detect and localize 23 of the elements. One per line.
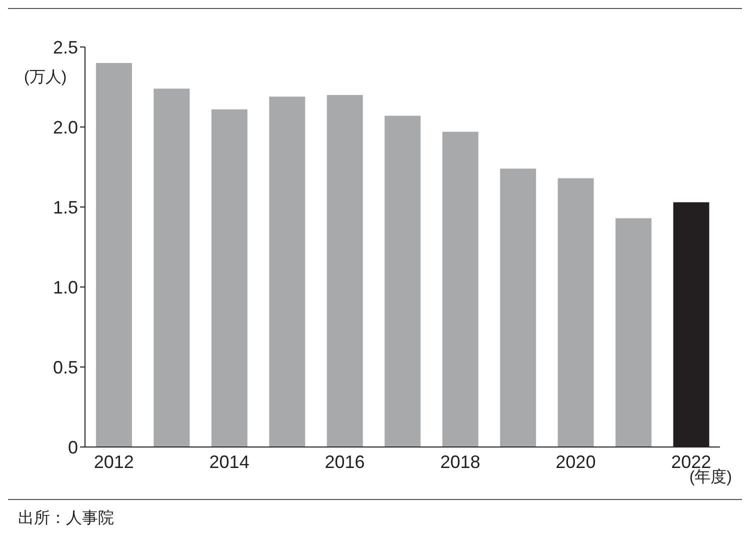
bar [500, 168, 536, 447]
x-tick-label: 2012 [94, 452, 134, 472]
x-tick-label: 2014 [209, 452, 250, 472]
text: 出所：人事院 [18, 508, 115, 529]
y-tick-label: 2.5 [52, 37, 78, 58]
bar [211, 109, 248, 447]
bar [384, 116, 421, 447]
bar [616, 218, 652, 447]
y-tick-label: 0 [68, 437, 78, 458]
bar [326, 95, 363, 447]
y-tick-label: 0.5 [52, 357, 78, 378]
bar [269, 96, 306, 447]
x-tick-label: 2016 [324, 452, 365, 472]
bar [442, 132, 478, 447]
bar [558, 178, 594, 447]
x-tick-label: 2018 [440, 452, 480, 472]
y-tick-label: 2.0 [52, 117, 78, 138]
y-tick-label: 1.5 [52, 197, 78, 218]
bar [154, 88, 190, 447]
y-tick-label: 1.0 [52, 277, 78, 298]
y-axis-title: (万人) [24, 68, 67, 88]
bar [96, 63, 132, 447]
x-tick-label: 2020 [556, 452, 596, 472]
